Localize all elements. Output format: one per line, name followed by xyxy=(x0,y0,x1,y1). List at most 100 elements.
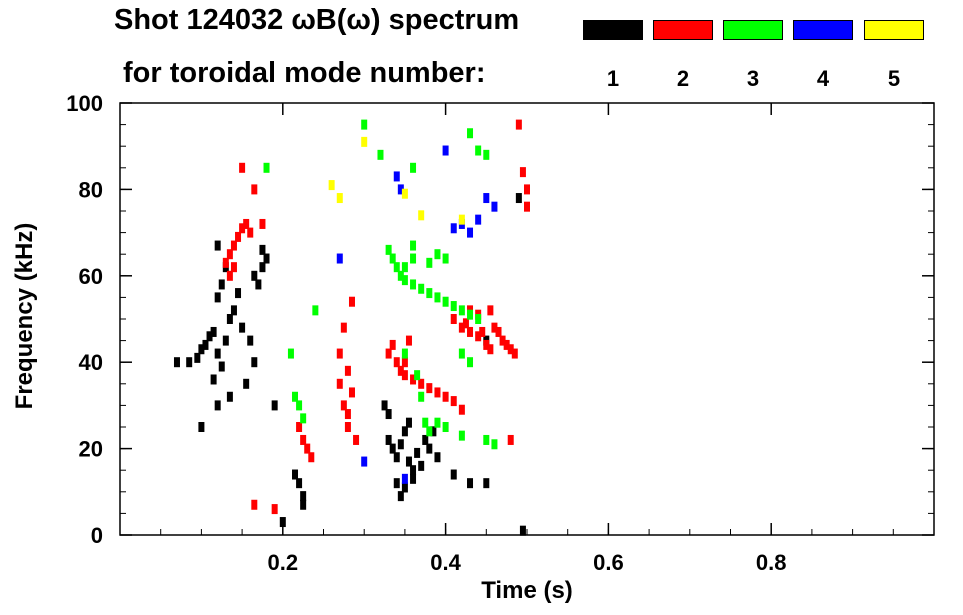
data-point-mode-1 xyxy=(467,478,474,489)
data-point-mode-3 xyxy=(483,149,490,160)
data-point-mode-2 xyxy=(308,452,315,463)
data-point-mode-1 xyxy=(210,326,217,337)
data-point-mode-3 xyxy=(467,309,474,320)
y-tick-label: 40 xyxy=(79,350,103,375)
data-point-mode-2 xyxy=(348,296,355,307)
data-point-mode-2 xyxy=(243,218,250,229)
data-point-mode-2 xyxy=(483,339,490,350)
data-point-mode-2 xyxy=(259,218,266,229)
y-tick-label: 20 xyxy=(79,437,103,462)
data-point-mode-1 xyxy=(279,517,286,528)
data-point-mode-2 xyxy=(450,314,457,324)
data-point-mode-2 xyxy=(475,331,482,342)
data-point-mode-3 xyxy=(442,296,449,307)
data-point-mode-2 xyxy=(239,223,246,234)
data-point-mode-2 xyxy=(487,344,494,355)
data-point-mode-2 xyxy=(511,348,518,359)
data-point-mode-1 xyxy=(519,525,526,536)
data-point-mode-5 xyxy=(458,214,465,225)
data-point-mode-2 xyxy=(401,357,408,368)
data-point-mode-4 xyxy=(397,184,404,195)
data-point-mode-1 xyxy=(222,335,229,346)
legend-swatch-4 xyxy=(793,20,853,40)
data-point-mode-1 xyxy=(414,447,421,458)
data-point-mode-2 xyxy=(479,326,486,337)
chart-title: Shot 124032 ωB(ω) spectrum xyxy=(114,4,520,36)
data-point-mode-2 xyxy=(251,184,258,195)
data-point-mode-1 xyxy=(186,357,193,368)
data-point-mode-1 xyxy=(405,456,412,467)
data-point-mode-1 xyxy=(214,240,221,251)
data-point-mode-3 xyxy=(312,305,319,316)
data-point-mode-1 xyxy=(393,452,400,463)
data-point-mode-1 xyxy=(422,434,429,445)
data-point-mode-4 xyxy=(467,227,474,238)
legend-label-4: 4 xyxy=(816,66,830,91)
legend-swatch-3 xyxy=(723,20,783,40)
data-point-mode-3 xyxy=(401,275,408,286)
data-point-mode-2 xyxy=(230,262,237,273)
data-point-mode-5 xyxy=(361,136,368,147)
data-point-mode-3 xyxy=(422,417,429,428)
data-point-mode-2 xyxy=(239,162,246,173)
data-point-mode-3 xyxy=(361,119,368,130)
data-point-mode-2 xyxy=(524,201,530,212)
data-point-mode-1 xyxy=(430,426,437,437)
data-point-mode-4 xyxy=(336,253,343,264)
data-point-mode-1 xyxy=(247,335,254,346)
data-point-mode-1 xyxy=(410,465,417,476)
data-point-mode-1 xyxy=(397,491,404,502)
data-point-mode-3 xyxy=(458,430,465,441)
data-point-mode-2 xyxy=(389,339,396,350)
y-tick-label: 60 xyxy=(79,264,103,289)
data-point-mode-1 xyxy=(389,443,396,454)
data-point-mode-1 xyxy=(401,482,408,493)
data-point-mode-1 xyxy=(393,478,400,489)
data-point-mode-3 xyxy=(434,249,441,260)
x-axis-label: Time (s) xyxy=(481,577,573,604)
data-point-mode-3 xyxy=(434,417,441,428)
data-point-mode-1 xyxy=(300,499,307,510)
data-point-mode-3 xyxy=(401,262,408,273)
data-point-mode-5 xyxy=(401,188,408,199)
data-point-mode-1 xyxy=(434,452,441,463)
data-point-mode-2 xyxy=(344,422,351,432)
data-point-mode-2 xyxy=(344,365,351,376)
data-point-mode-3 xyxy=(418,391,425,402)
data-point-mode-2 xyxy=(235,231,242,242)
data-point-mode-3 xyxy=(296,400,303,411)
data-point-mode-1 xyxy=(210,374,217,385)
data-point-mode-1 xyxy=(202,339,209,350)
data-point-mode-3 xyxy=(450,301,457,312)
data-point-mode-2 xyxy=(336,378,343,389)
data-point-mode-1 xyxy=(214,292,221,303)
data-point-mode-2 xyxy=(247,227,254,238)
data-point-mode-3 xyxy=(300,413,307,424)
data-point-mode-1 xyxy=(271,400,278,411)
x-tick-label: 0.6 xyxy=(593,550,624,575)
data-point-mode-2 xyxy=(393,357,400,368)
data-point-mode-1 xyxy=(401,426,408,437)
y-axis-ticks: 0 20 40 60 80 100 xyxy=(66,91,934,548)
data-point-mode-1 xyxy=(173,357,180,368)
data-point-mode-2 xyxy=(458,404,465,415)
data-point-mode-2 xyxy=(340,400,347,411)
data-point-mode-3 xyxy=(426,288,433,299)
data-point-mode-1 xyxy=(450,469,457,480)
data-point-mode-2 xyxy=(348,387,355,398)
data-point-mode-3 xyxy=(410,162,417,173)
data-point-mode-1 xyxy=(296,478,303,489)
x-tick-label: 0.2 xyxy=(268,550,299,575)
data-point-mode-1 xyxy=(230,305,237,316)
data-point-mode-3 xyxy=(418,283,425,294)
y-tick-label: 80 xyxy=(79,177,103,202)
data-point-mode-2 xyxy=(340,322,347,333)
data-point-mode-2 xyxy=(230,240,237,251)
data-point-mode-1 xyxy=(251,357,258,368)
data-point-mode-1 xyxy=(426,443,433,454)
legend-label-5: 5 xyxy=(887,66,901,91)
data-point-mode-2 xyxy=(353,434,360,445)
data-point-mode-1 xyxy=(214,348,221,359)
